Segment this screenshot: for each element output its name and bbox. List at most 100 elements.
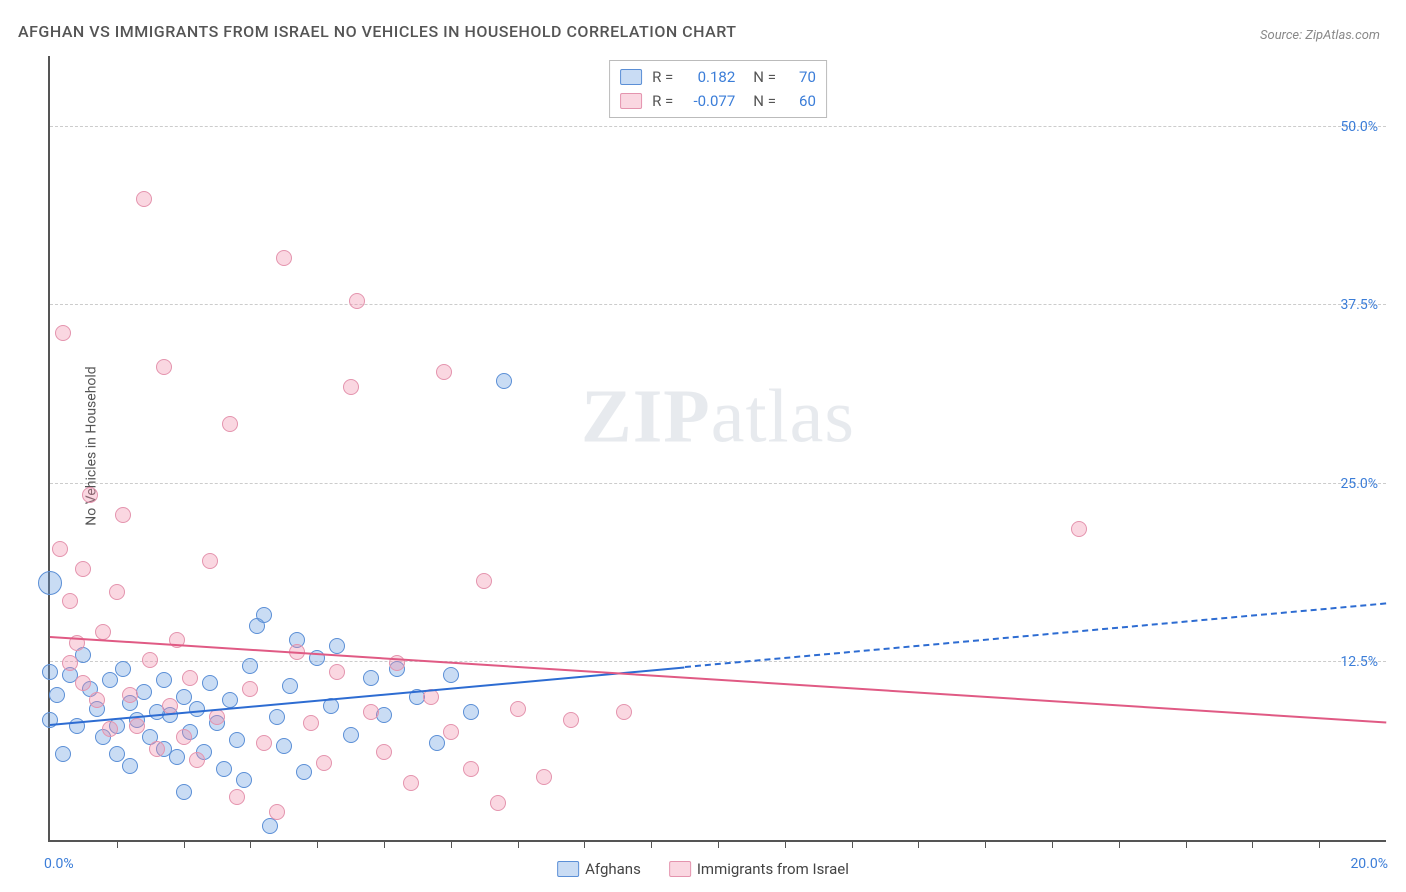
data-point xyxy=(376,744,392,760)
x-tick xyxy=(785,840,786,848)
data-point xyxy=(1071,521,1087,537)
data-point xyxy=(95,624,111,640)
x-tick xyxy=(852,840,853,848)
watermark: ZIPatlas xyxy=(581,373,855,460)
y-tick-label: 37.5% xyxy=(1340,297,1378,313)
data-point xyxy=(496,373,512,389)
data-point xyxy=(102,672,118,688)
data-point xyxy=(429,735,445,751)
legend-item: Afghans xyxy=(557,860,641,878)
x-tick xyxy=(384,840,385,848)
data-point xyxy=(329,664,345,680)
x-tick xyxy=(184,840,185,848)
data-point xyxy=(149,741,165,757)
trend-line xyxy=(50,636,1386,724)
y-tick-label: 50.0% xyxy=(1340,119,1378,135)
data-point xyxy=(363,704,379,720)
data-point xyxy=(363,670,379,686)
data-point xyxy=(276,738,292,754)
data-point xyxy=(62,593,78,609)
data-point xyxy=(256,607,272,623)
data-point xyxy=(115,507,131,523)
data-point xyxy=(122,687,138,703)
legend-r-value: 0.182 xyxy=(683,65,735,89)
data-point xyxy=(463,704,479,720)
watermark-atlas: atlas xyxy=(711,374,855,458)
y-tick-label: 25.0% xyxy=(1340,476,1378,492)
x-tick xyxy=(1319,840,1320,848)
data-point xyxy=(52,541,68,557)
data-point xyxy=(443,724,459,740)
data-point xyxy=(55,325,71,341)
watermark-zip: ZIP xyxy=(581,374,711,458)
stats-legend: R =0.182N =70R =-0.077N =60 xyxy=(609,60,827,118)
data-point xyxy=(229,732,245,748)
x-tick xyxy=(1252,840,1253,848)
gridline xyxy=(50,483,1386,484)
data-point xyxy=(296,764,312,780)
data-point xyxy=(176,784,192,800)
data-point xyxy=(316,755,332,771)
x-tick xyxy=(985,840,986,848)
data-point xyxy=(563,712,579,728)
data-point xyxy=(62,655,78,671)
data-point xyxy=(49,687,65,703)
data-point xyxy=(109,746,125,762)
data-point xyxy=(282,678,298,694)
data-point xyxy=(75,561,91,577)
x-tick xyxy=(451,840,452,848)
data-point xyxy=(403,775,419,791)
data-point xyxy=(476,573,492,589)
data-point xyxy=(209,709,225,725)
data-point xyxy=(202,553,218,569)
data-point xyxy=(329,638,345,654)
data-point xyxy=(55,746,71,762)
data-point xyxy=(242,681,258,697)
series-legend: Afghans Immigrants from Israel xyxy=(557,860,849,878)
x-tick xyxy=(117,840,118,848)
legend-r-label: R = xyxy=(652,89,673,113)
data-point xyxy=(269,804,285,820)
x-axis-min-label: 0.0% xyxy=(44,856,74,872)
data-point xyxy=(222,692,238,708)
gridline xyxy=(50,304,1386,305)
data-point xyxy=(169,749,185,765)
legend-label: Afghans xyxy=(585,860,641,878)
chart-title: AFGHAN VS IMMIGRANTS FROM ISRAEL NO VEHI… xyxy=(18,22,737,41)
legend-item: Immigrants from Israel xyxy=(669,860,849,878)
data-point xyxy=(156,672,172,688)
data-point xyxy=(182,670,198,686)
data-point xyxy=(176,729,192,745)
x-tick xyxy=(1186,840,1187,848)
x-tick xyxy=(1119,840,1120,848)
data-point xyxy=(269,709,285,725)
data-point xyxy=(222,416,238,432)
source-label: Source: ZipAtlas.com xyxy=(1260,28,1380,43)
legend-swatch xyxy=(557,861,579,877)
legend-swatch xyxy=(620,69,642,85)
data-point xyxy=(229,789,245,805)
data-point xyxy=(142,652,158,668)
data-point xyxy=(136,191,152,207)
data-point xyxy=(236,772,252,788)
x-tick xyxy=(918,840,919,848)
chart-container: AFGHAN VS IMMIGRANTS FROM ISRAEL NO VEHI… xyxy=(0,0,1406,892)
data-point xyxy=(536,769,552,785)
legend-n-label: N = xyxy=(753,89,776,113)
data-point xyxy=(490,795,506,811)
x-tick xyxy=(651,840,652,848)
trend-line xyxy=(685,603,1387,669)
gridline xyxy=(50,126,1386,127)
data-point xyxy=(256,735,272,751)
data-point xyxy=(189,752,205,768)
data-point xyxy=(616,704,632,720)
data-point xyxy=(82,487,98,503)
data-point xyxy=(242,658,258,674)
data-point xyxy=(510,701,526,717)
stats-legend-row: R =-0.077N =60 xyxy=(620,89,816,113)
data-point xyxy=(343,727,359,743)
y-tick-label: 12.5% xyxy=(1340,654,1378,670)
x-tick xyxy=(518,840,519,848)
data-point xyxy=(436,364,452,380)
legend-swatch xyxy=(620,93,642,109)
